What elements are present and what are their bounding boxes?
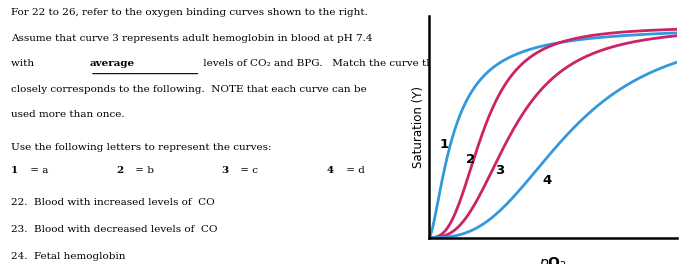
Text: = c: = c — [237, 166, 258, 175]
Y-axis label: Saturation (Y): Saturation (Y) — [412, 86, 425, 168]
Text: $\mathit{p}$O$_2$: $\mathit{p}$O$_2$ — [539, 255, 567, 264]
Text: 2: 2 — [627, 229, 632, 237]
Text: 2: 2 — [466, 153, 475, 166]
Text: levels of CO₂ and BPG.   Match the curve that most: levels of CO₂ and BPG. Match the curve t… — [200, 59, 473, 68]
Text: 22.  Blood with increased levels of  CO: 22. Blood with increased levels of CO — [11, 198, 215, 207]
Text: 4: 4 — [327, 166, 334, 175]
Text: 24.  Fetal hemoglobin: 24. Fetal hemoglobin — [11, 252, 126, 261]
Text: 2: 2 — [117, 166, 124, 175]
Text: = a: = a — [27, 166, 48, 175]
Text: 23.  Blood with decreased levels of  CO: 23. Blood with decreased levels of CO — [11, 225, 218, 234]
Text: = b: = b — [132, 166, 154, 175]
Text: with: with — [11, 59, 38, 68]
Text: used more than once.: used more than once. — [11, 110, 125, 119]
Text: Assume that curve 3 represents adult hemoglobin in blood at pH 7.4: Assume that curve 3 represents adult hem… — [11, 34, 373, 43]
Text: Use the following letters to represent the curves:: Use the following letters to represent t… — [11, 143, 272, 152]
Text: average: average — [90, 59, 135, 68]
Text: = d: = d — [343, 166, 364, 175]
Text: 4: 4 — [542, 174, 551, 187]
Text: 1: 1 — [11, 166, 18, 175]
Text: 3: 3 — [495, 163, 504, 177]
Text: For 22 to 26, refer to the oxygen binding curves shown to the right.: For 22 to 26, refer to the oxygen bindin… — [11, 8, 368, 17]
Text: 3: 3 — [221, 166, 229, 175]
Text: 2: 2 — [627, 202, 632, 210]
Text: 1: 1 — [439, 138, 448, 151]
Text: closely corresponds to the following.  NOTE that each curve can be: closely corresponds to the following. NO… — [11, 85, 366, 94]
